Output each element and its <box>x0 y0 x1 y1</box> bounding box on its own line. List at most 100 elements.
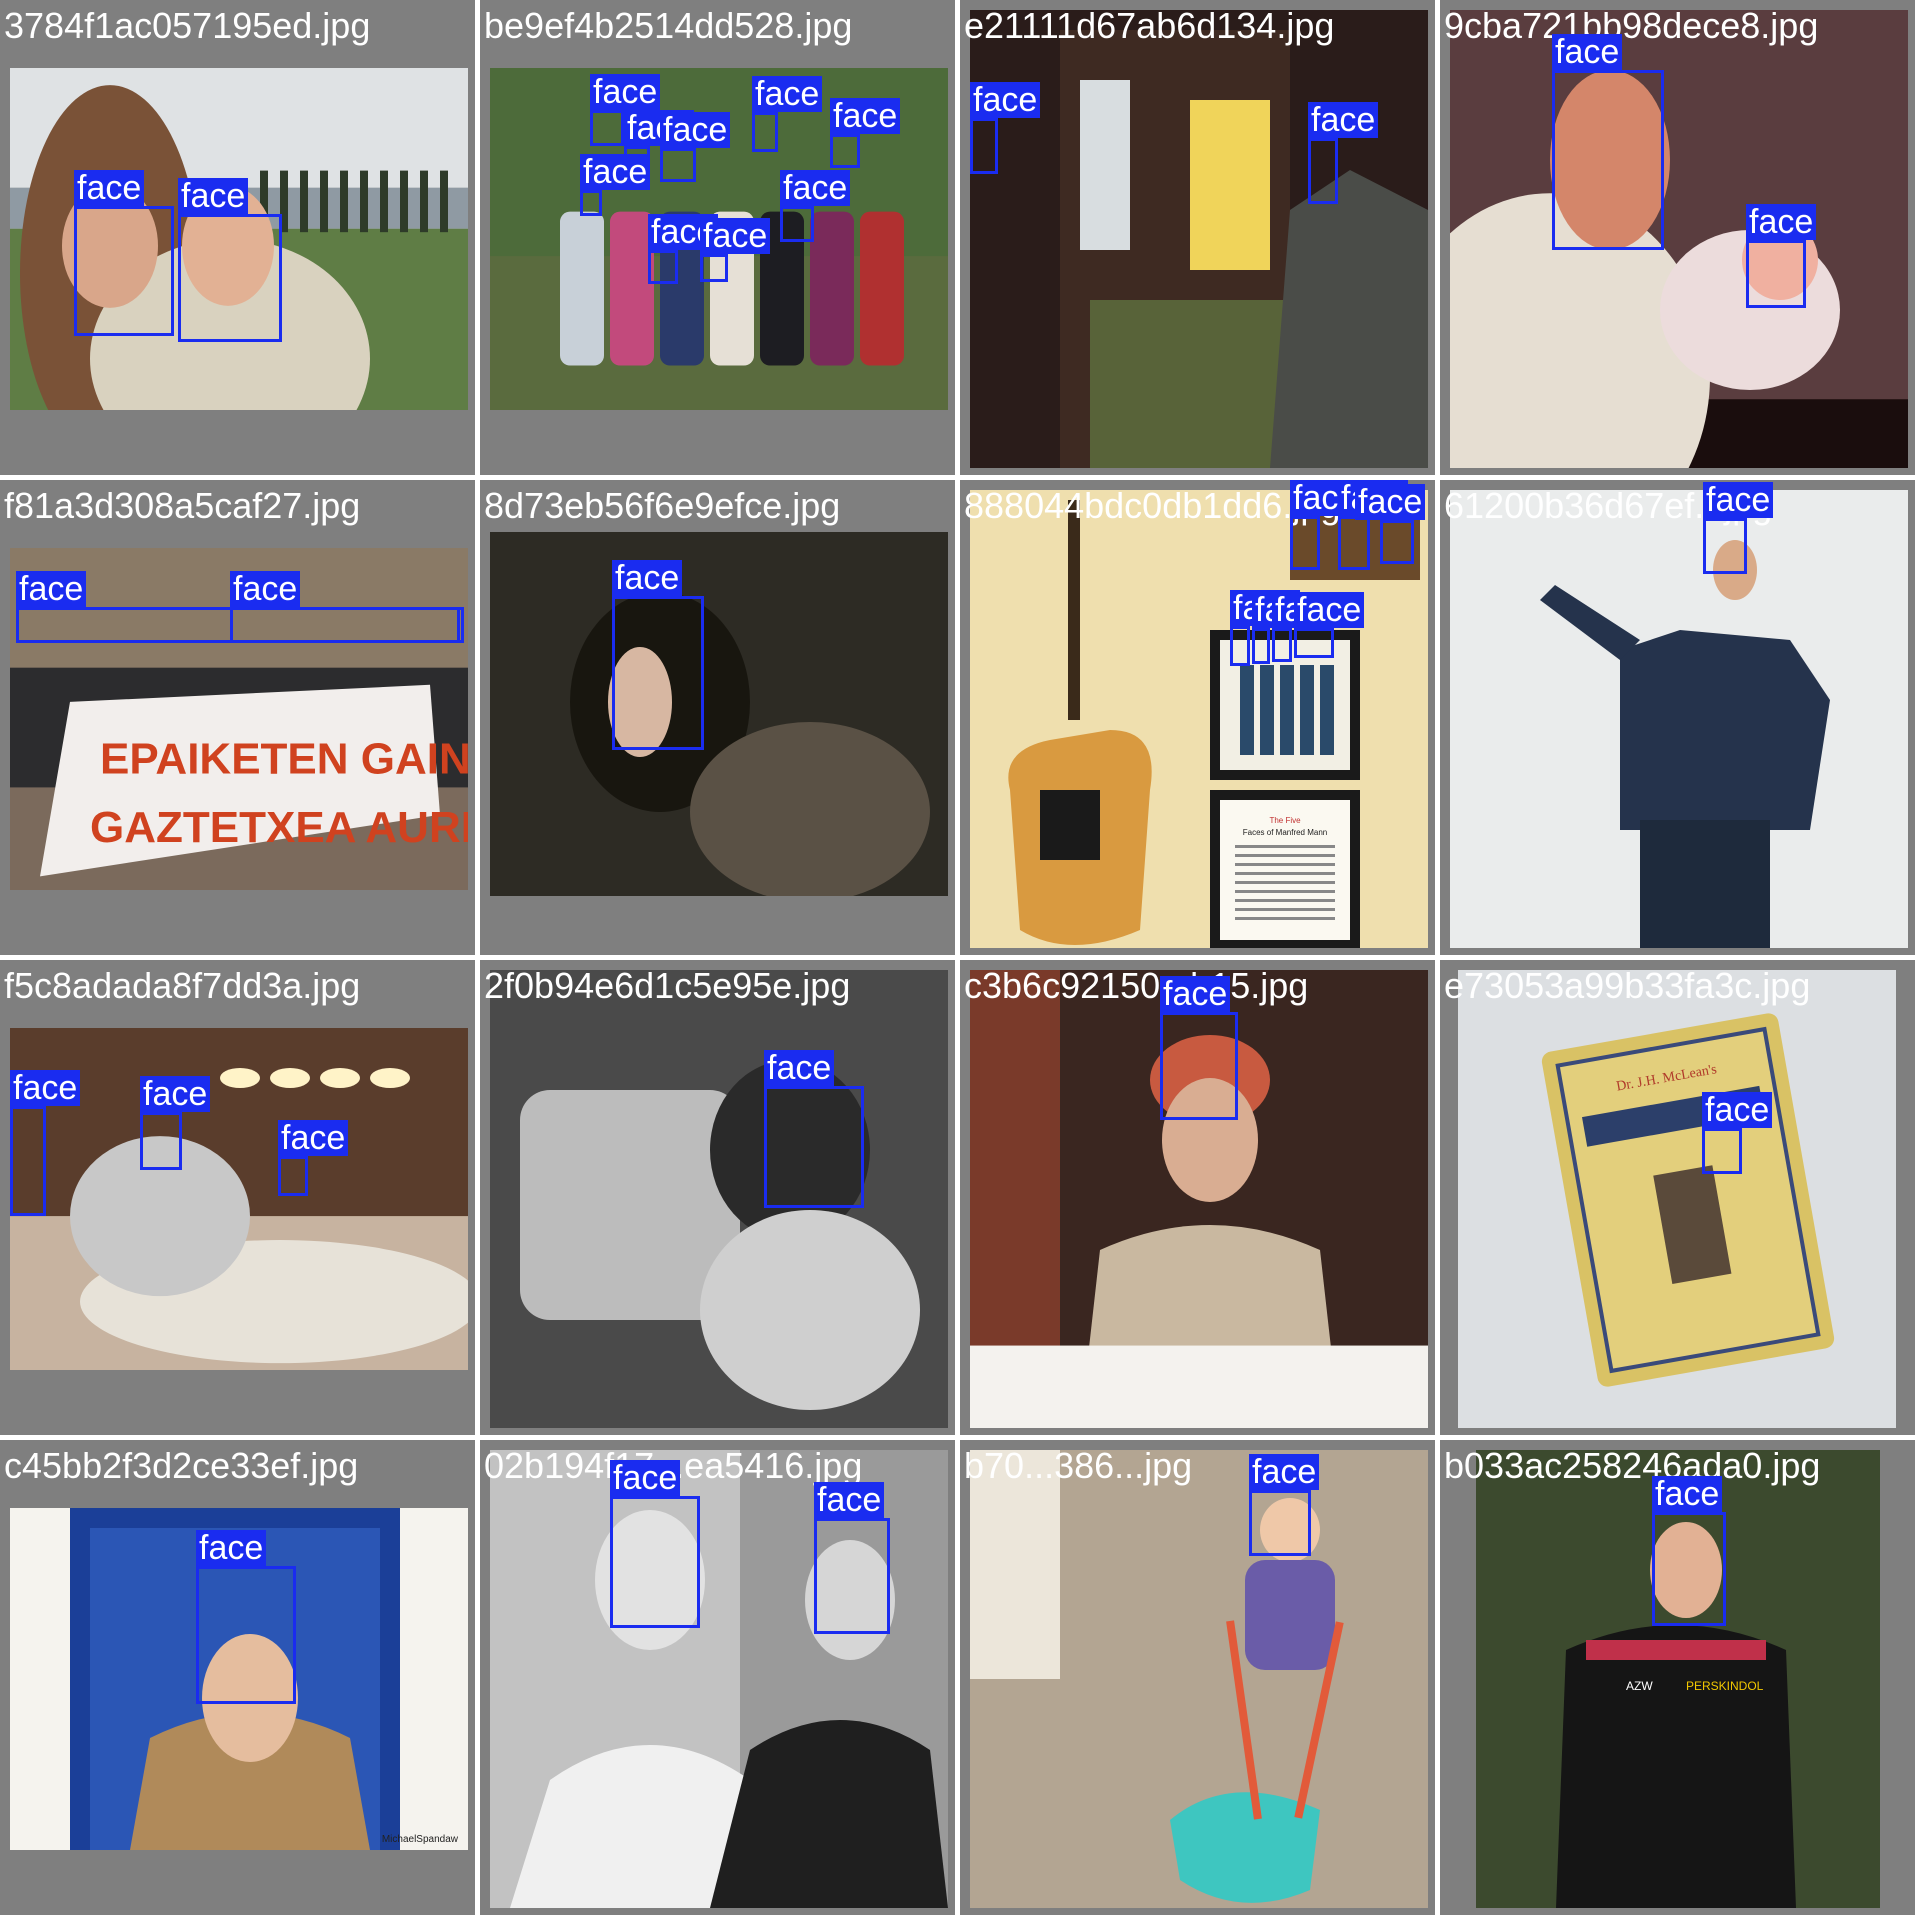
image-filename: b033ac258246ada0.jpg <box>1444 1445 1821 1486</box>
detection-label: face <box>1355 484 1426 520</box>
face-bounding-box <box>764 1086 864 1208</box>
face-bounding-box <box>814 1518 890 1634</box>
face-bounding-box <box>648 250 678 284</box>
face-bounding-box <box>700 254 728 282</box>
face-bounding-box <box>1290 516 1320 570</box>
image-filename: b70...386...jpg <box>964 1445 1193 1486</box>
face-bounding-box <box>660 148 696 182</box>
face-bounding-box <box>196 1566 296 1704</box>
image-tile: 8d73eb56f6e9efce.jpg face <box>480 480 955 955</box>
face-bounding-box <box>1308 138 1338 204</box>
detection-label: face <box>1160 976 1231 1012</box>
face-bounding-box <box>1702 1128 1742 1174</box>
detection-label: face <box>1308 102 1379 138</box>
image-tile: Dr. J.H. McLean's e73053a99b33fa3c.jpg fac… <box>1440 960 1915 1435</box>
image-filename: f5c8adada8f7dd3a.jpg <box>4 965 361 1006</box>
face-bounding-box <box>1249 1490 1311 1556</box>
detection-label: face <box>16 571 87 607</box>
image-tile: e21111d67ab6d134.jpg face face <box>960 0 1435 475</box>
image-tile: be9ef4b2514dd528.jpg face face face face face… <box>480 0 955 475</box>
image-filename: 2f0b94e6d1c5e95e.jpg <box>484 965 851 1006</box>
detection-label: face <box>74 170 145 206</box>
detection-label: face <box>660 112 731 148</box>
image-tile: f5c8adada8f7dd3a.jpg face face face <box>0 960 475 1435</box>
detection-label: face <box>178 178 249 214</box>
detection-label: face <box>1703 482 1774 518</box>
face-bounding-box <box>1294 628 1334 658</box>
svg-text:Faces of Manfred Mann: Faces of Manfred Mann <box>1243 828 1327 837</box>
face-bounding-box <box>970 118 998 174</box>
face-bounding-box <box>752 112 778 152</box>
photo-restaurant-diners <box>10 1028 468 1370</box>
face-bounding-box <box>178 214 282 342</box>
detection-label: face <box>970 82 1041 118</box>
image-tile: EPAIKETEN GAINETIK GAZTETXEA AURRERA f81a3… <box>0 480 475 955</box>
detection-label: face <box>700 218 771 254</box>
face-bounding-box <box>278 1156 308 1196</box>
detection-label: face <box>10 1070 81 1106</box>
image-tile: 2f0b94e6d1c5e95e.jpg face <box>480 960 955 1435</box>
face-bounding-box <box>590 110 624 146</box>
svg-text:PERSKINDOL: PERSKINDOL <box>1686 1679 1764 1693</box>
image-filename: e21111d67ab6d134.jpg <box>964 5 1335 46</box>
detection-label: face <box>610 1460 681 1496</box>
face-bounding-box <box>74 206 174 336</box>
photo-guitar-wall-frames: The Five Faces of Manfred Mann <box>970 490 1428 948</box>
face-bounding-box <box>1380 520 1414 564</box>
image-filename: e73053a99b33fa3c.jpg <box>1444 965 1811 1006</box>
face-bounding-box <box>1272 628 1292 662</box>
photo-old-card: Dr. J.H. McLean's <box>1458 970 1896 1428</box>
face-bounding-box <box>1703 518 1747 574</box>
detection-label: face <box>1552 34 1623 70</box>
detection-label: face <box>814 1482 885 1518</box>
face-bounding-box <box>1252 628 1270 664</box>
detection-label: face <box>1294 592 1365 628</box>
face-bounding-box <box>1552 70 1664 250</box>
image-filename: 9cba721bb98dece8.jpg <box>1444 5 1819 46</box>
face-bounding-box <box>140 1112 182 1170</box>
image-filename: 888044bdc0db1dd6.jpg <box>964 485 1341 526</box>
detection-label: face <box>764 1050 835 1086</box>
detection-label: face <box>196 1530 267 1566</box>
detection-label: face <box>1249 1454 1320 1490</box>
face-bounding-box <box>10 1106 46 1216</box>
detection-label: face <box>1652 1476 1723 1512</box>
photo-woman-in-cap <box>970 970 1428 1428</box>
face-bounding-box <box>1746 240 1806 308</box>
image-tile: 61200b36d67ef...jpg face <box>1440 480 1915 955</box>
face-bounding-box <box>780 206 814 242</box>
image-tile: 9cba721bb98dece8.jpg face face <box>1440 0 1915 475</box>
detection-label: face <box>780 170 851 206</box>
photo-arcade-machine <box>970 10 1428 468</box>
detection-label: face <box>140 1076 211 1112</box>
svg-text:MichaelSpandaw: MichaelSpandaw <box>382 1834 459 1845</box>
photo-toddler-with-wheelbarrow <box>970 1450 1428 1908</box>
photo-runner: AZW PERSKINDOL <box>1476 1450 1880 1908</box>
photo-golf-course-couple <box>10 68 468 410</box>
svg-text:EPAIKETEN GAINETIK: EPAIKETEN GAINETIK <box>100 735 468 784</box>
image-filename: 8d73eb56f6e9efce.jpg <box>484 485 841 526</box>
image-tile: MichaelSpandaw c45bb2f3d2ce33ef.jpg face <box>0 1440 475 1915</box>
image-filename: be9ef4b2514dd528.jpg <box>484 5 853 46</box>
detection-label: face <box>612 560 683 596</box>
photo-painting-woman <box>490 532 948 896</box>
image-tile: The Five Faces of Manfred Mann 888044bdc0d… <box>960 480 1435 955</box>
image-tile: AZW PERSKINDOL b033ac258246ada0.jpg face <box>1440 1440 1915 1915</box>
face-bounding-box <box>1230 626 1250 666</box>
svg-text:GAZTETXEA AURRERA: GAZTETXEA AURRERA <box>90 803 468 852</box>
photo-man-presenting <box>1450 490 1908 948</box>
face-bounding-box <box>580 190 602 216</box>
detection-label: face <box>580 154 651 190</box>
detection-label: face <box>830 98 901 134</box>
face-bounding-box <box>1160 1012 1238 1120</box>
svg-text:AZW: AZW <box>1626 1679 1653 1693</box>
face-bounding-box <box>230 607 460 643</box>
photo-father-with-baby <box>1450 10 1908 468</box>
photo-child-on-chair <box>490 970 948 1428</box>
face-bounding-box <box>1652 1512 1726 1626</box>
image-tile: b70...386...jpg face <box>960 1440 1435 1915</box>
face-bounding-box <box>830 134 860 168</box>
image-tile: c3b6c92150...b15.jpg face <box>960 960 1435 1435</box>
